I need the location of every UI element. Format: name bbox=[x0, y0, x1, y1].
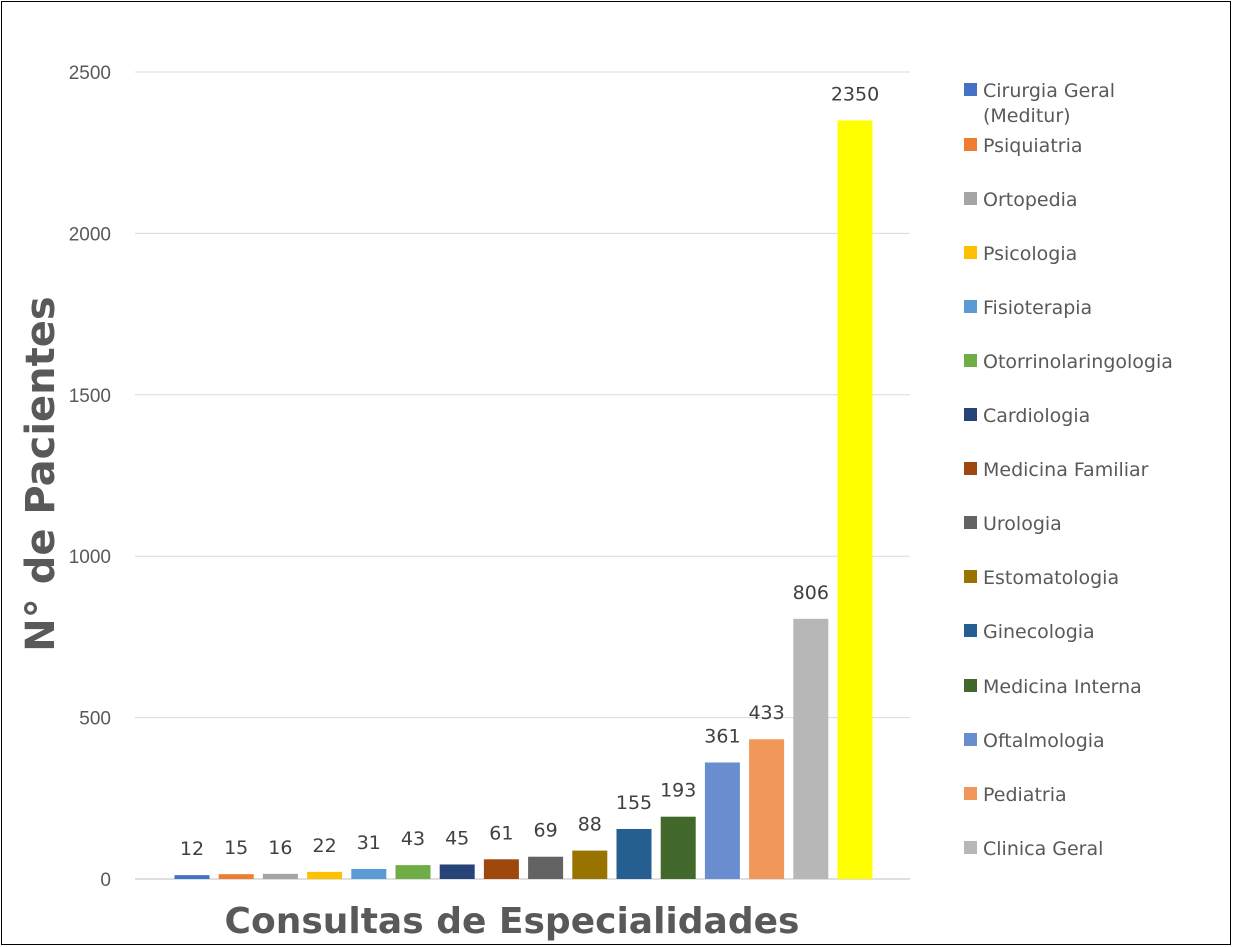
data-label: 12 bbox=[180, 838, 204, 860]
bar bbox=[262, 873, 298, 879]
data-label: 361 bbox=[704, 725, 740, 747]
legend-swatch bbox=[964, 300, 977, 313]
y-axis-ticks: 0 500 1000 1500 2000 2500 bbox=[69, 63, 111, 891]
legend-swatch bbox=[964, 841, 977, 854]
data-label: 2350 bbox=[831, 83, 879, 105]
legend-swatch bbox=[964, 570, 977, 583]
legend-label: Urologia bbox=[983, 513, 1062, 535]
bar bbox=[660, 816, 696, 879]
data-label: 16 bbox=[268, 837, 292, 859]
y-tick-label: 500 bbox=[79, 709, 111, 730]
bar bbox=[483, 859, 519, 879]
legend-swatch bbox=[964, 138, 977, 151]
bar bbox=[307, 871, 343, 879]
legend-swatch bbox=[964, 462, 977, 475]
legend-swatch bbox=[964, 354, 977, 367]
data-label: 88 bbox=[578, 814, 602, 836]
y-tick-label: 2500 bbox=[69, 63, 111, 84]
legend-label: Cardiologia bbox=[983, 405, 1090, 427]
legend-label: Medicina Interna bbox=[983, 676, 1142, 698]
legend-label: (Meditur) bbox=[983, 105, 1071, 127]
legend-label: Oftalmologia bbox=[983, 730, 1105, 752]
legend-label: Fisioterapia bbox=[983, 297, 1092, 319]
legend-label: Cirurgia Geral bbox=[983, 80, 1115, 102]
legend-swatch bbox=[964, 246, 977, 259]
data-label: 22 bbox=[313, 835, 337, 857]
bar bbox=[749, 739, 785, 879]
bars bbox=[174, 120, 873, 880]
legend-swatch bbox=[964, 624, 977, 637]
bar bbox=[572, 850, 608, 879]
data-label: 61 bbox=[489, 822, 513, 844]
bar bbox=[793, 618, 829, 879]
data-label: 31 bbox=[357, 832, 381, 854]
y-tick-label: 1000 bbox=[69, 547, 111, 568]
legend-label: Ginecologia bbox=[983, 621, 1095, 643]
legend-label: Psiquiatria bbox=[983, 135, 1083, 157]
data-label: 806 bbox=[793, 582, 829, 604]
bar bbox=[395, 865, 431, 879]
legend-swatch bbox=[964, 733, 977, 746]
bar bbox=[218, 874, 254, 879]
legend-swatch bbox=[964, 408, 977, 421]
legend-label: Pediatria bbox=[983, 784, 1067, 806]
y-tick-label: 0 bbox=[100, 870, 111, 891]
legend-swatch bbox=[964, 83, 977, 96]
data-label: 69 bbox=[534, 820, 558, 842]
data-label: 15 bbox=[224, 837, 248, 859]
bar bbox=[439, 864, 475, 879]
bar bbox=[616, 828, 652, 879]
bar bbox=[174, 875, 210, 879]
legend-swatch bbox=[964, 192, 977, 205]
bar bbox=[837, 120, 873, 880]
data-label: 193 bbox=[660, 780, 696, 802]
bar bbox=[351, 868, 387, 879]
y-tick-label: 1500 bbox=[69, 386, 111, 407]
data-label: 155 bbox=[616, 792, 652, 814]
legend: Cirurgia Geral (Meditur) Psiquiatria Ortope… bbox=[964, 80, 1173, 860]
y-axis-label: N° de Pacientes bbox=[18, 296, 64, 651]
legend-label: Ortopedia bbox=[983, 189, 1078, 211]
legend-swatch bbox=[964, 679, 977, 692]
legend-label: Clinica Geral bbox=[983, 838, 1103, 860]
legend-swatch bbox=[964, 787, 977, 800]
data-labels: 12 15 16 22 31 43 45 61 69 88 155 193 361 433 806 2350 bbox=[180, 83, 879, 860]
legend-swatch bbox=[964, 516, 977, 529]
bar bbox=[528, 856, 564, 879]
y-tick-label: 2000 bbox=[69, 224, 111, 245]
data-label: 43 bbox=[401, 828, 425, 850]
legend-label: Estomatologia bbox=[983, 567, 1119, 589]
legend-label: Otorrinolaringologia bbox=[983, 351, 1173, 373]
bar bbox=[704, 762, 740, 879]
data-label: 433 bbox=[748, 702, 784, 724]
data-label: 45 bbox=[445, 827, 469, 849]
legend-label: Psicologia bbox=[983, 243, 1077, 265]
legend-label: Medicina Familiar bbox=[983, 459, 1149, 481]
x-axis-label: Consultas de Especialidades bbox=[225, 901, 800, 942]
